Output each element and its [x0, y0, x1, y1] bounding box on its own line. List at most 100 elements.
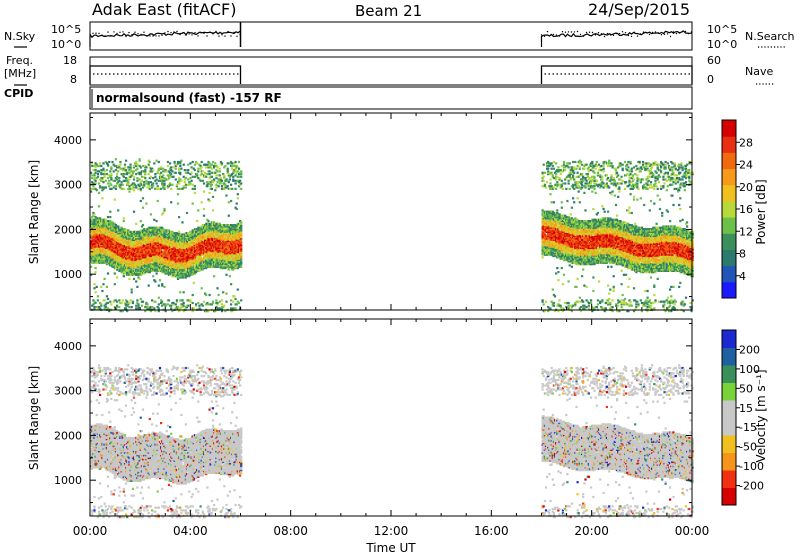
- nsearch-point: [601, 33, 602, 34]
- power-cell: [181, 221, 183, 223]
- nsearch-point: [146, 35, 147, 36]
- power-cell: [123, 217, 125, 219]
- power-cell: [170, 305, 172, 307]
- power-cell: [212, 301, 214, 303]
- power-cell: [221, 182, 223, 184]
- power-cell: [95, 169, 97, 171]
- nsearch-point: [622, 31, 623, 32]
- power-cell: [116, 173, 118, 175]
- power-cell: [106, 295, 108, 297]
- nave-tick-top: 60: [707, 54, 721, 67]
- power-cell: [163, 286, 165, 288]
- power-cell: [207, 181, 209, 183]
- nsearch-point: [574, 31, 575, 32]
- power-cell: [163, 208, 165, 210]
- power-cell: [143, 184, 145, 186]
- power-cell: [175, 303, 177, 305]
- power-cell: [158, 303, 160, 305]
- power-cell: [130, 164, 132, 166]
- power-cell: [141, 180, 143, 182]
- power-cell: [135, 161, 137, 163]
- power-cell: [109, 170, 111, 172]
- power-cell: [104, 176, 106, 178]
- power-cell: [128, 185, 130, 187]
- nsearch-point: [670, 36, 671, 37]
- power-cell: [145, 182, 147, 184]
- power-cell: [156, 182, 158, 184]
- power-cell: [221, 180, 223, 182]
- power-cell: [178, 182, 180, 184]
- nsearch-point: [167, 31, 168, 32]
- power-cell: [148, 285, 150, 287]
- nsearch-point: [101, 35, 102, 36]
- power-cell: [179, 165, 181, 167]
- power-cell: [221, 303, 223, 305]
- power-cell: [136, 180, 138, 182]
- nsearch-point: [224, 35, 225, 36]
- power-cell: [121, 302, 123, 304]
- nsearch-point: [604, 36, 605, 37]
- power-cell: [98, 165, 100, 167]
- power-cell: [114, 165, 116, 167]
- rti-figure: Adak East (fitACF) Beam 21 24/Sep/2015 N…: [0, 0, 800, 554]
- nsearch-point: [128, 32, 129, 33]
- power-cell: [232, 176, 234, 178]
- nsky-tick-top: 10^5: [51, 23, 81, 36]
- power-cell: [149, 185, 151, 187]
- power-cell: [177, 161, 179, 163]
- power-cell: [140, 298, 142, 300]
- power-cell: [193, 307, 195, 309]
- power-cell: [203, 191, 205, 193]
- power-cell: [219, 307, 221, 309]
- power-cell: [152, 169, 154, 171]
- power-cell: [214, 162, 216, 164]
- power-cell: [92, 185, 94, 187]
- power-cell: [203, 301, 205, 303]
- power-cell: [170, 173, 172, 175]
- power-cell: [106, 169, 108, 171]
- power-cell: [98, 192, 100, 194]
- power-cell: [176, 299, 178, 301]
- power-cell: [154, 173, 156, 175]
- power-cell: [207, 220, 209, 222]
- power-cell: [105, 186, 107, 188]
- power-cell: [191, 166, 193, 168]
- power-cell: [205, 176, 207, 178]
- power-cell: [163, 180, 165, 182]
- power-cell: [140, 200, 142, 202]
- power-cell: [93, 287, 95, 289]
- power-cell: [228, 215, 230, 217]
- power-cell: [167, 161, 169, 163]
- power-cell: [108, 185, 110, 187]
- power-cell: [183, 305, 185, 307]
- power-cell: [124, 166, 126, 168]
- power-cell: [201, 173, 203, 175]
- power-cell: [184, 169, 186, 171]
- power-cell: [113, 170, 115, 172]
- power-cell: [133, 165, 135, 167]
- beam-title: Beam 21: [355, 2, 422, 20]
- nsearch-point: [182, 32, 183, 33]
- power-cell: [186, 212, 188, 214]
- power-cell: [230, 299, 232, 301]
- power-cell: [158, 161, 160, 163]
- power-cell: [140, 220, 142, 222]
- power-cell: [184, 181, 186, 183]
- power-cell: [116, 301, 118, 303]
- power-cell: [203, 182, 205, 184]
- nave-tick-bottom: 0: [707, 73, 714, 86]
- power-cell: [118, 177, 120, 179]
- power-cell: [135, 307, 137, 309]
- power-cell: [197, 170, 199, 172]
- power-cell: [159, 279, 161, 281]
- date-title: 24/Sep/2015: [588, 0, 690, 19]
- nsearch-point: [550, 35, 551, 36]
- nsearch-point: [188, 33, 189, 34]
- power-cell: [104, 170, 106, 172]
- nsearch-point: [191, 34, 192, 35]
- nsearch-point: [236, 36, 237, 37]
- power-cell: [196, 252, 198, 254]
- power-cell: [99, 185, 101, 187]
- power-cell: [178, 216, 180, 218]
- power-cell: [154, 280, 156, 282]
